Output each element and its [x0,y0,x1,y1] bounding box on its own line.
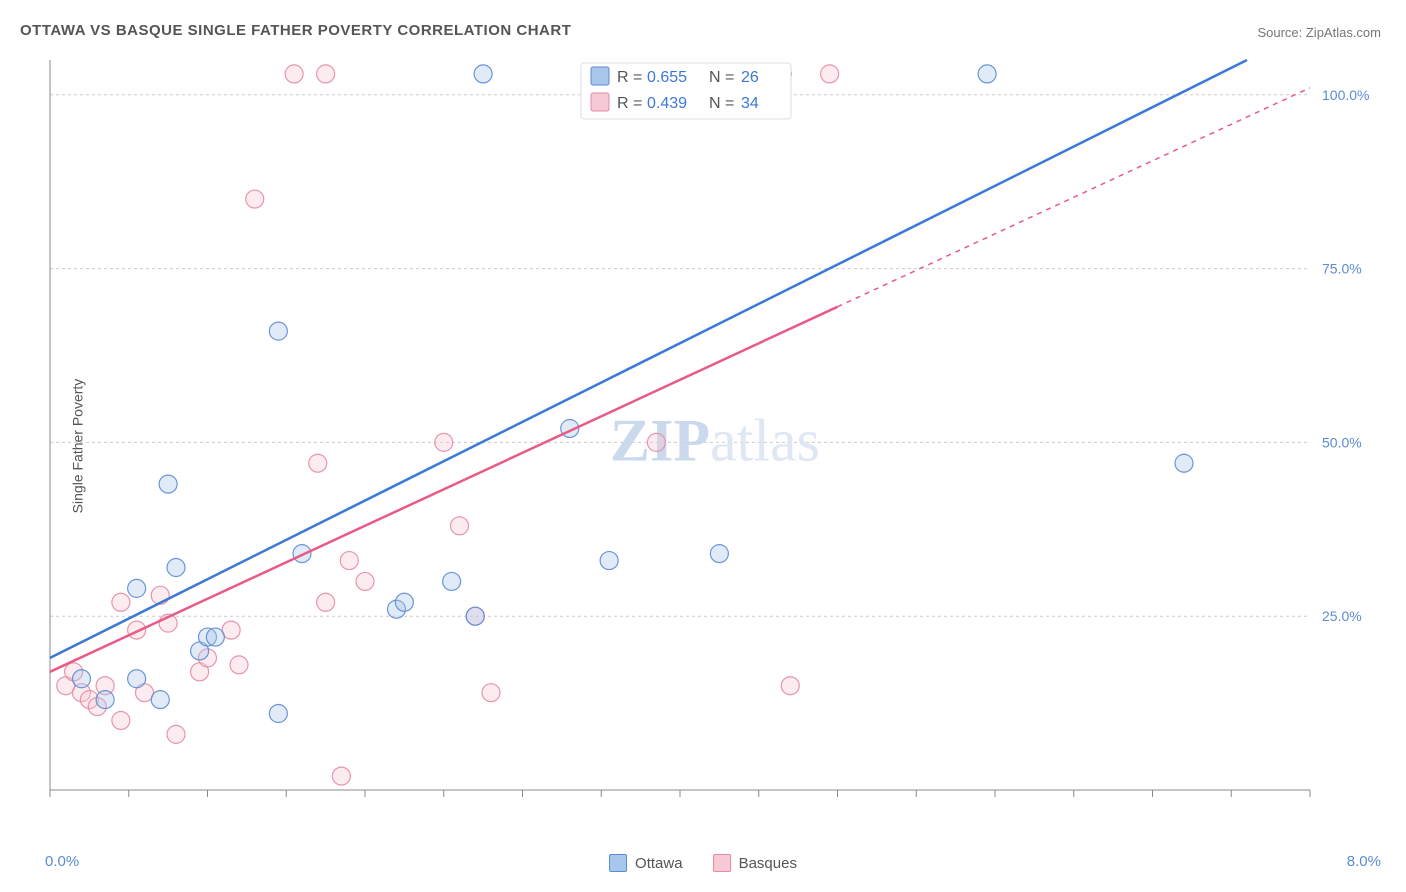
data-point [269,705,287,723]
y-tick-label: 100.0% [1322,87,1369,103]
legend-item-basques: Basques [713,854,797,872]
x-axis-min-label: 0.0% [45,853,79,870]
legend-n-label: N = [709,95,734,112]
data-point [482,684,500,702]
legend-r-label: R = [617,69,642,86]
plot-area: 25.0% 50.0% 75.0% 100.0% ZIPatlas R = 0.655 N … [45,55,1385,835]
watermark: ZIPatlas [610,408,820,474]
legend-r-label: R = [617,95,642,112]
data-point [230,656,248,674]
data-point [340,552,358,570]
y-tick-label: 25.0% [1322,608,1362,624]
data-point [73,670,91,688]
data-point [821,65,839,83]
data-point [647,433,665,451]
data-point [356,572,374,590]
trend-line [50,60,1247,658]
data-point [151,691,169,709]
data-point [332,767,350,785]
y-tick-label: 75.0% [1322,261,1362,277]
data-point [435,433,453,451]
data-point [246,190,264,208]
data-point [317,65,335,83]
trend-line-dashed [838,88,1311,307]
legend-label-ottawa: Ottawa [635,855,683,872]
legend-n-label: N = [709,69,734,86]
data-point [1175,454,1193,472]
data-point [167,559,185,577]
legend-n-value: 34 [741,95,759,112]
data-point [466,607,484,625]
data-point [269,322,287,340]
data-point [128,579,146,597]
chart-title: OTTAWA VS BASQUE SINGLE FATHER POVERTY C… [20,22,571,39]
data-point [128,670,146,688]
data-point [395,593,413,611]
data-point [781,677,799,695]
data-point [309,454,327,472]
legend-swatch [591,93,609,111]
data-point [451,517,469,535]
data-point [317,593,335,611]
bottom-legend: Ottawa Basques [609,854,797,872]
chart-source: Source: ZipAtlas.com [1257,25,1381,40]
data-point [96,691,114,709]
data-point [710,545,728,563]
data-point [112,711,130,729]
x-axis-max-label: 8.0% [1347,853,1381,870]
data-point [443,572,461,590]
legend-item-ottawa: Ottawa [609,854,683,872]
data-point [285,65,303,83]
legend-swatch-ottawa [609,854,627,872]
data-point [206,628,224,646]
legend-swatch-basques [713,854,731,872]
data-point [167,725,185,743]
data-point [600,552,618,570]
legend-label-basques: Basques [739,855,797,872]
data-point [293,545,311,563]
data-point [112,593,130,611]
legend-r-value: 0.655 [647,69,687,86]
data-point [978,65,996,83]
data-point [159,475,177,493]
y-tick-label: 50.0% [1322,434,1362,450]
source-prefix: Source: [1257,25,1305,40]
scatter-chart-svg: 25.0% 50.0% 75.0% 100.0% ZIPatlas R = 0.655 N … [45,55,1385,835]
legend-swatch [591,67,609,85]
legend-n-value: 26 [741,69,759,86]
source-link[interactable]: ZipAtlas.com [1306,25,1381,40]
legend-r-value: 0.439 [647,95,687,112]
data-point [474,65,492,83]
